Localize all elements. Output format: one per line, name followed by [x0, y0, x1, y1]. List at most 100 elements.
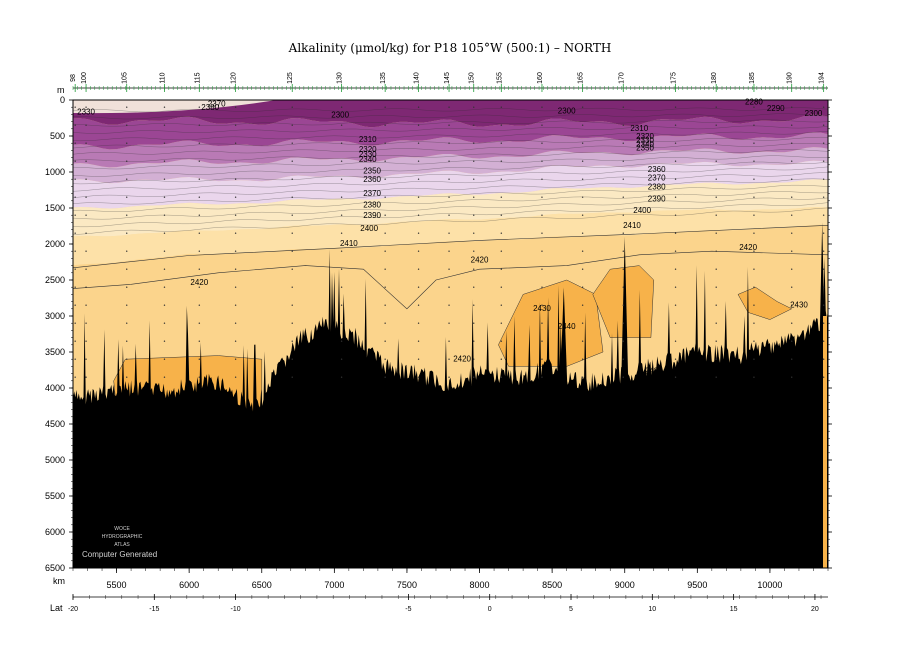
- sample-dot: [500, 340, 503, 342]
- contour-label: 2440: [558, 322, 576, 331]
- sample-dot: [753, 214, 755, 216]
- y-tick-label: 3500: [45, 347, 65, 357]
- sample-dot: [417, 142, 420, 144]
- chart-title: Alkalinity (μmol/kg) for P18 105°W (500:…: [288, 41, 612, 55]
- sample-dot: [500, 250, 503, 252]
- sample-dot: [715, 286, 717, 288]
- sample-dot: [163, 196, 166, 198]
- sample-dot: [126, 322, 128, 324]
- contour-label: 2330: [359, 150, 377, 159]
- sample-dot: [74, 178, 76, 180]
- sample-dot: [541, 142, 543, 144]
- edge-strip: [823, 316, 827, 568]
- y-tick-label: 4500: [45, 419, 65, 429]
- sample-dot: [581, 304, 584, 306]
- sample-dot: [126, 358, 128, 360]
- lat-tick-label: 20: [811, 606, 819, 613]
- sample-dot: [674, 268, 677, 270]
- station-label: 180: [711, 72, 718, 84]
- sample-dot: [234, 160, 237, 162]
- contour-line: [72, 166, 829, 185]
- sample-dot: [674, 340, 677, 342]
- station-label: 135: [380, 72, 387, 84]
- contour-line: [72, 155, 829, 170]
- sample-dot: [473, 196, 475, 198]
- sample-dot: [74, 250, 76, 252]
- sample-dot: [384, 214, 386, 216]
- sample-dot: [448, 160, 450, 162]
- sample-dot: [715, 268, 717, 270]
- contour-line: [72, 131, 829, 142]
- sample-dot: [753, 322, 755, 324]
- sample-dot: [622, 376, 624, 378]
- contour-label: 2310: [630, 124, 648, 133]
- station-label: 150: [469, 72, 476, 84]
- x-tick-label: 10000: [757, 580, 782, 590]
- contour-band: [73, 147, 828, 184]
- sample-dot: [417, 106, 420, 108]
- y-tick-label: 0: [60, 95, 65, 105]
- sample-dot: [622, 358, 624, 360]
- sample-dot: [198, 286, 201, 288]
- sample-dot: [581, 196, 584, 198]
- sample-dot: [500, 160, 503, 162]
- y-axis-unit-label: m: [57, 85, 65, 95]
- sample-dot: [581, 106, 584, 108]
- sample-dot: [500, 106, 503, 108]
- sample-dot: [234, 142, 237, 144]
- sample-dot: [715, 124, 717, 126]
- sample-dot: [822, 250, 825, 252]
- sample-dot: [126, 178, 128, 180]
- sample-dot: [715, 232, 717, 234]
- contour-label: 2410: [340, 239, 358, 248]
- sample-dot: [822, 304, 825, 306]
- sample-dot: [822, 124, 825, 126]
- sample-dot: [234, 340, 237, 342]
- sample-dot: [622, 106, 624, 108]
- sample-dot: [126, 376, 128, 378]
- sample-dot: [234, 250, 237, 252]
- y-tick-label: 1000: [45, 167, 65, 177]
- sample-dot: [674, 304, 677, 306]
- contour-band: [73, 160, 828, 209]
- sample-dot: [234, 124, 237, 126]
- sample-dot: [473, 322, 475, 324]
- sample-dot: [822, 178, 825, 180]
- sample-dot: [384, 232, 386, 234]
- sample-dot: [126, 142, 128, 144]
- station-label: 125: [287, 72, 294, 84]
- sample-dot: [74, 124, 76, 126]
- sample-dot: [340, 160, 343, 162]
- sample-dot: [674, 322, 677, 324]
- sample-dot: [163, 214, 166, 216]
- sample-dot: [674, 232, 677, 234]
- woce-watermark: WOCE HYDROGRAPHIC ATLAS Computer Generat…: [82, 526, 157, 559]
- sample-dot: [340, 322, 343, 324]
- sample-dot: [85, 196, 87, 198]
- sample-dot: [473, 286, 475, 288]
- sample-dot: [417, 124, 420, 126]
- sample-dot: [417, 358, 420, 360]
- sample-dot: [417, 340, 420, 342]
- sample-dot: [198, 214, 201, 216]
- sample-dot: [622, 124, 624, 126]
- sample-dot: [715, 250, 717, 252]
- sample-dot: [384, 196, 386, 198]
- sample-dot: [126, 106, 128, 108]
- sample-dot: [163, 178, 166, 180]
- sample-dot: [791, 250, 793, 252]
- sample-dot: [753, 142, 755, 144]
- sample-dot: [622, 304, 624, 306]
- sample-dot: [291, 340, 293, 342]
- sample-dot: [448, 358, 450, 360]
- sample-dot: [581, 160, 584, 162]
- sample-dot: [622, 142, 624, 144]
- sample-dot: [198, 178, 201, 180]
- sample-dot: [791, 358, 793, 360]
- sample-dot: [753, 196, 755, 198]
- sample-dot: [291, 106, 293, 108]
- lat-tick-label: 10: [648, 606, 656, 613]
- sample-dot: [581, 232, 584, 234]
- sample-dot: [791, 142, 793, 144]
